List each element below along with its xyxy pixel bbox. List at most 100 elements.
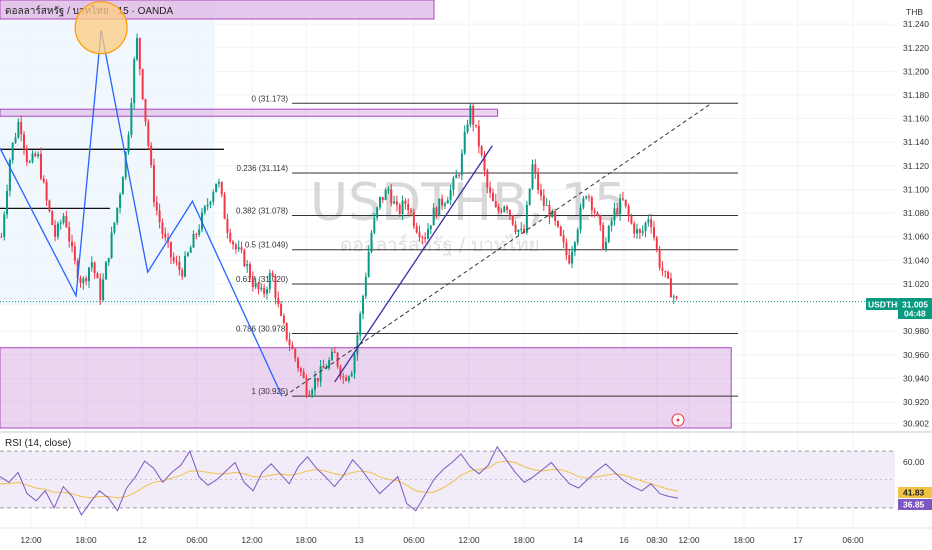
lightning-icon[interactable] [671, 413, 685, 427]
candle-body [401, 200, 404, 215]
fib-level-label: 1 (30.925) [252, 387, 289, 396]
wave-pattern-line[interactable] [0, 29, 283, 397]
horizontal-lines[interactable] [0, 148, 224, 210]
candle-body [582, 198, 585, 208]
candle-body [246, 264, 249, 267]
price-tag-countdown: 04:48 [904, 309, 926, 319]
candle-body [466, 124, 469, 132]
candle-body [215, 183, 218, 193]
candle-body [475, 124, 478, 126]
candle-body [3, 214, 6, 237]
candle-body [0, 236, 3, 238]
candle-body [494, 201, 497, 208]
candle-body [588, 196, 591, 198]
candle-body [155, 202, 158, 211]
candle-body [68, 227, 71, 242]
candle-body [311, 389, 314, 395]
candle-body [675, 296, 678, 299]
candle-body [6, 190, 9, 215]
price-tick: 30.980 [903, 326, 929, 336]
candle-body [387, 189, 390, 191]
rsi-ma-value: 41.83 [903, 488, 925, 498]
candle-body [234, 244, 237, 250]
fib-level-label: 0.382 (31.078) [236, 206, 288, 215]
candle-body [497, 207, 500, 211]
candle-body [624, 199, 627, 206]
price-tick: 31.060 [903, 232, 929, 242]
candle-body [381, 197, 384, 201]
price-tick: 31.120 [903, 161, 929, 171]
candle-body [48, 200, 51, 211]
highlight-circle[interactable] [74, 1, 128, 55]
candle-body [607, 225, 610, 242]
candle-body [537, 172, 540, 191]
candle-body [353, 354, 356, 374]
price-tag-symbol-box [866, 298, 898, 310]
drawings[interactable] [0, 1, 712, 397]
candle-body [65, 216, 68, 228]
candle-body [11, 142, 14, 161]
candle-body [435, 207, 438, 217]
fib-level-label: 0.618 (31.020) [236, 275, 288, 284]
candle-body [342, 376, 345, 378]
candle-body [254, 282, 257, 288]
candle-body [426, 229, 429, 239]
candle-body [633, 223, 636, 234]
time-tick: 18:00 [75, 535, 97, 545]
candle-body [291, 345, 294, 349]
candle-body [198, 229, 201, 235]
candle-body [116, 207, 119, 223]
price-axis[interactable] [895, 0, 932, 550]
candle-body [407, 203, 410, 211]
price-tag-value-box [898, 298, 932, 319]
trend-line[interactable] [334, 145, 493, 383]
candle-body [350, 373, 353, 377]
rsi-tick-60: 60.00 [903, 457, 925, 467]
candle-body [184, 255, 187, 277]
candle-body [491, 192, 494, 202]
candle-body [376, 207, 379, 218]
fibonacci-retracement[interactable]: 0 (31.173) 0.236 (31.114) 0.382 (31.078) 0.… [236, 94, 738, 397]
candle-body [76, 260, 79, 279]
candle-body [240, 247, 243, 251]
zone-box[interactable] [0, 347, 732, 429]
rsi-ma-line [0, 460, 679, 499]
candle-body [661, 267, 664, 271]
candle-body [390, 189, 393, 204]
price-tag-value: 31.005 [902, 300, 928, 310]
supply-demand-zones[interactable] [0, 108, 732, 429]
candle-body [220, 181, 223, 195]
candle-body [260, 287, 263, 290]
price-axis-ticks: 31.240 31.220 31.200 31.180 31.160 31.140 31.1… [903, 19, 929, 428]
candle-body [347, 376, 350, 381]
candle-body [449, 189, 452, 201]
candle-body [604, 241, 607, 250]
candle-body [23, 134, 26, 149]
candle-body [195, 234, 198, 236]
zone-box[interactable] [0, 108, 499, 117]
price-tag[interactable]: USDTHB 31.005 04:48 [866, 298, 932, 319]
dashed-trend-line[interactable] [284, 102, 712, 397]
candle-body [285, 322, 288, 340]
time-tick: 16 [619, 535, 629, 545]
candle-body [534, 164, 537, 173]
time-tick: 13 [354, 535, 364, 545]
candle-body [217, 181, 220, 184]
candle-body [432, 207, 435, 226]
candle-body [438, 198, 441, 217]
time-tick: 18:00 [295, 535, 317, 545]
time-tick: 12:00 [458, 535, 480, 545]
candle-body [373, 217, 376, 233]
price-tick: 31.140 [903, 137, 929, 147]
rsi-label[interactable]: RSI (14, close) [5, 438, 71, 449]
candle-body [82, 278, 85, 283]
candle-body [138, 38, 141, 70]
candle-body [610, 220, 613, 226]
candle-body [79, 278, 82, 283]
candle-body [330, 351, 333, 361]
time-axis[interactable]: 12:00 18:00 12 06:00 12:00 18:00 13 06:00 12:00 1… [20, 535, 864, 545]
candle-body [333, 351, 336, 353]
candle-body [500, 210, 503, 212]
candle-body [573, 242, 576, 252]
